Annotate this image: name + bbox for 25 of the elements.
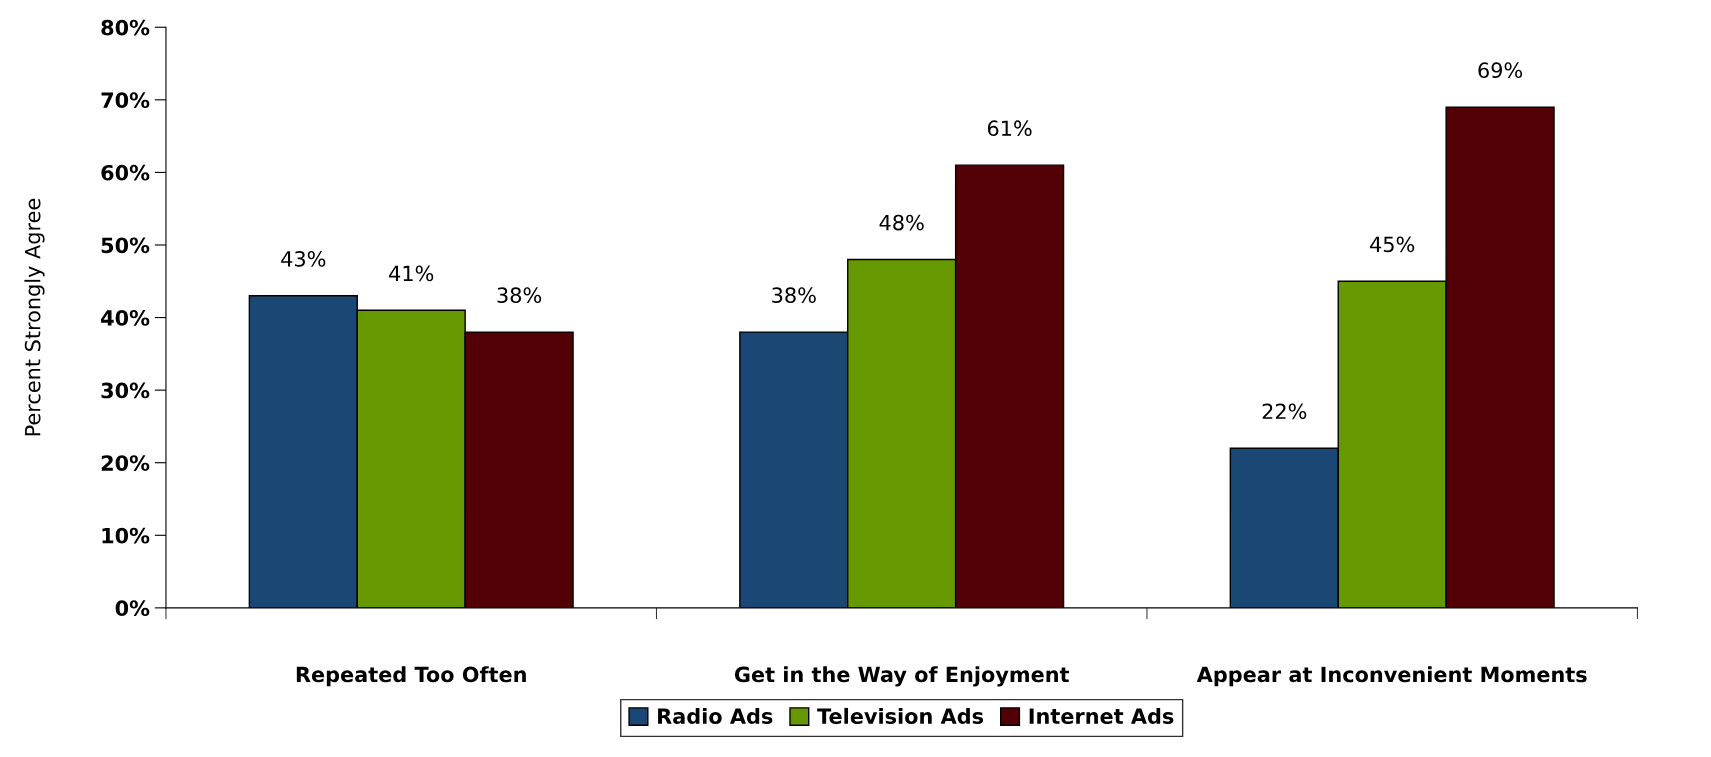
x-tick-label: Get in the Way of Enjoyment (734, 666, 1070, 687)
data-label: 43% (281, 250, 326, 267)
y-tick-label: 30% (101, 382, 150, 399)
data-label: 48% (879, 214, 924, 231)
y-tick-label: 50% (101, 237, 150, 254)
legend-label: Television Ads (817, 707, 984, 725)
data-label: 41% (389, 265, 434, 282)
y-tick-label: 60% (101, 164, 150, 181)
y-tick-label: 10% (102, 527, 150, 544)
data-label: 69% (1478, 62, 1523, 79)
y-tick-label: 40% (101, 310, 150, 326)
y-tick-label: 0% (115, 600, 150, 617)
data-label: 22% (1262, 403, 1307, 420)
y-tick-label: 70% (101, 92, 150, 109)
y-axis-title: Percent Strongly Agree (24, 198, 45, 436)
data-label: 45% (1370, 236, 1415, 253)
y-tick-label: 20% (101, 455, 150, 471)
data-label: 61% (987, 120, 1032, 137)
y-tick-label: 80% (101, 19, 150, 36)
x-tick-label: Repeated Too Often (296, 666, 526, 687)
data-label: 38% (772, 287, 816, 304)
x-tick-label: Appear at Inconvenient Moments (1196, 666, 1587, 687)
data-label: 38% (497, 287, 542, 304)
legend-label: Radio Ads (658, 707, 773, 725)
legend-label: Internet Ads (1029, 707, 1174, 725)
